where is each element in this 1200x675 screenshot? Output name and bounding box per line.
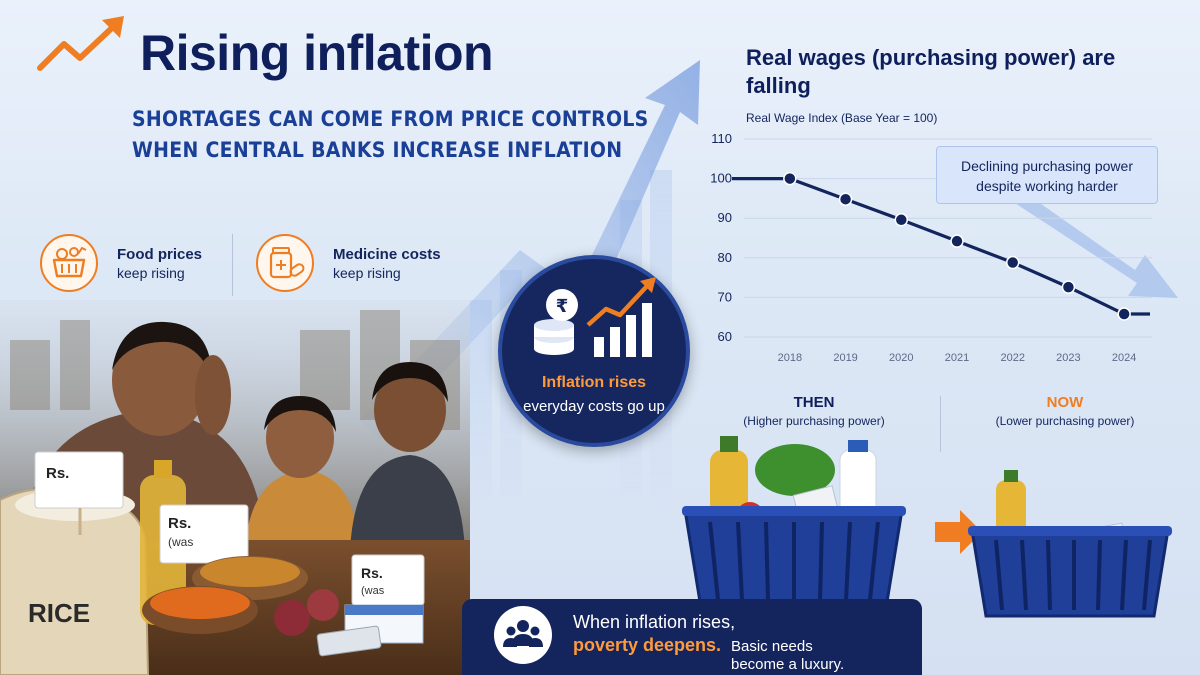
chart-annotation-box <box>936 146 1158 204</box>
subtitle-line-2: WHEN CENTRAL BANKS INCREASE INFLATION <box>132 138 623 162</box>
poverty-line-2-highlight: poverty deepens. <box>573 635 722 655</box>
y-tick-label: 80 <box>718 250 732 265</box>
then-to-now-arrow <box>935 510 982 554</box>
family-scene-illustration: RICE Rs. Rs. (was Rs. (was <box>0 300 470 675</box>
poverty-line-3: become a luxury. <box>731 656 845 673</box>
price-tag-2-text: Rs. <box>168 515 191 532</box>
x-tick-label: 2021 <box>945 352 969 364</box>
subtitle: SHORTAGES CAN COME FROM PRICE CONTROLS W… <box>132 104 649 166</box>
y-tick-label: 60 <box>718 329 732 344</box>
rice-sack <box>0 487 150 675</box>
feature-food-sub: keep rising <box>117 265 185 281</box>
comparison-divider <box>940 396 941 452</box>
data-point <box>838 192 853 206</box>
x-tick-label: 2018 <box>778 352 802 364</box>
then-label: THEN <box>793 394 835 411</box>
boy-figure <box>350 362 465 550</box>
data-point <box>1005 255 1020 270</box>
girl-figure <box>245 396 360 550</box>
chart-y-axis-label: Real Wage Index (Base Year = 100) <box>746 111 938 125</box>
feature-divider <box>232 234 233 296</box>
data-point <box>1061 280 1076 294</box>
full-basket <box>682 436 906 610</box>
price-tag-2 <box>159 504 249 564</box>
inflation-badge: ₹ <box>498 255 690 447</box>
medicine-icon <box>256 234 314 292</box>
svg-text:₹: ₹ <box>556 296 569 317</box>
price-tag-2-sub: (was <box>168 535 193 549</box>
x-tick-label: 2020 <box>889 352 913 364</box>
subtitle-line-1: SHORTAGES CAN COME FROM PRICE CONTROLS <box>132 107 649 131</box>
x-tick-label: 2023 <box>1056 352 1080 364</box>
people-icon <box>494 606 552 664</box>
price-tag-3-sub: (was <box>361 585 385 597</box>
feature-food-title: Food prices <box>117 246 203 263</box>
feature-medicine-sub: keep rising <box>333 265 401 281</box>
x-tick-label: 2022 <box>1000 352 1024 364</box>
price-tag-1 <box>34 451 124 535</box>
real-wage-line-chart: 60 70 80 90 100 110 2018 2019 2020 2021 2022 2023 2… <box>710 131 1152 364</box>
chart-annotation-text: Declining purchasing power despite worki… <box>961 158 1133 194</box>
page-title: Rising inflation <box>140 25 494 81</box>
inflation-badge-sub: everyday costs go up <box>523 398 665 415</box>
rupee-coins-icon: ₹ <box>534 277 656 357</box>
y-tick-label: 110 <box>711 131 732 146</box>
inflation-badge-title: Inflation rises <box>541 374 647 391</box>
x-tick-label: 2024 <box>1112 352 1136 364</box>
data-point <box>894 213 909 227</box>
x-tick-label: 2019 <box>833 352 857 364</box>
basket-icon <box>40 234 98 292</box>
grocery-baskets-illustration <box>682 436 1172 618</box>
data-point <box>950 234 964 248</box>
now-label: NOW <box>1046 394 1084 411</box>
poverty-line-2-rest: Basic needs <box>731 638 813 655</box>
price-tag-3-text: Rs. <box>361 565 383 581</box>
y-tick-label: 100 <box>710 171 732 186</box>
data-point <box>783 171 797 186</box>
chart-title: Real wages (purchasing power) are fallin… <box>746 45 1116 98</box>
y-tick-label: 70 <box>718 289 732 304</box>
feature-medicine-title: Medicine costs <box>333 246 441 263</box>
poverty-line-1: When inflation rises, <box>573 612 736 632</box>
y-tick-label: 90 <box>718 210 732 225</box>
empty-basket <box>968 470 1172 618</box>
rice-sack-label: RICE <box>28 598 90 628</box>
price-tag-1-text: Rs. <box>46 465 69 482</box>
trend-up-icon <box>37 16 124 71</box>
data-point <box>1117 307 1131 321</box>
then-sublabel: (Higher purchasing power) <box>743 414 885 428</box>
now-sublabel: (Lower purchasing power) <box>995 414 1135 428</box>
